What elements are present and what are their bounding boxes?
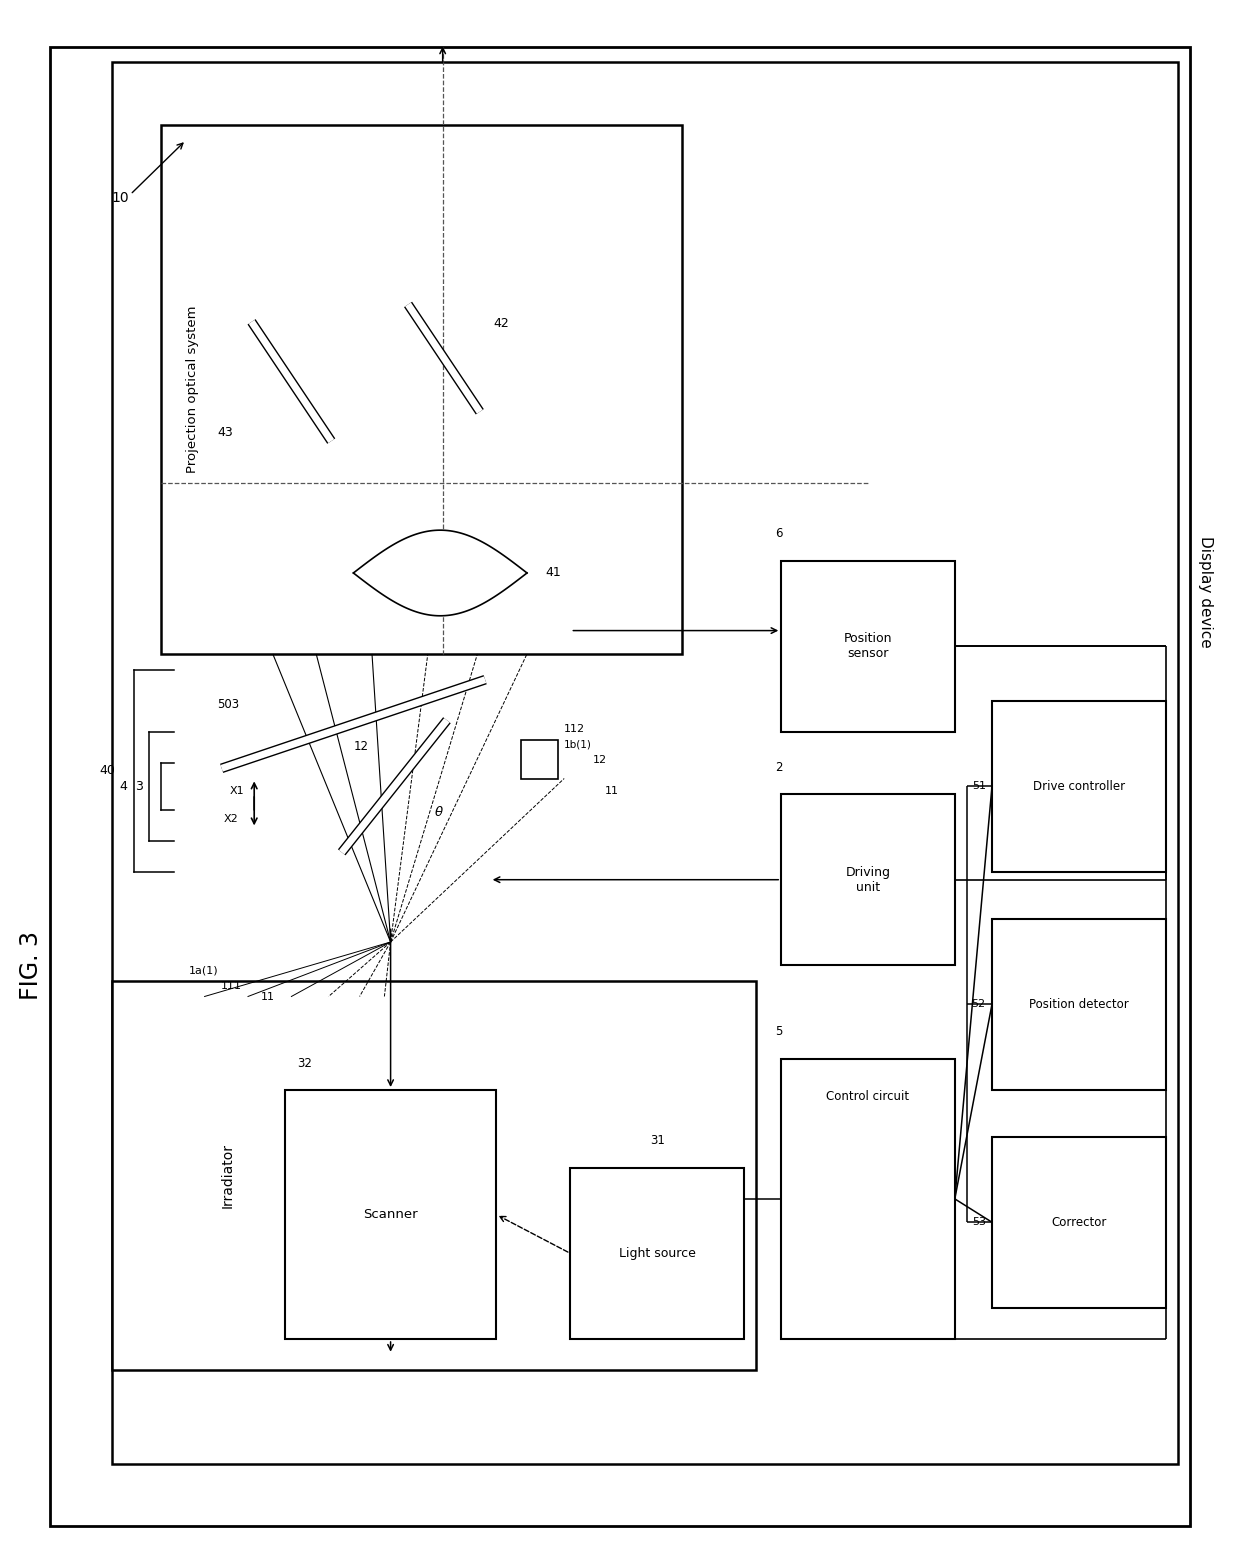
Bar	[992, 919, 1166, 1090]
Text: Control circuit: Control circuit	[826, 1090, 910, 1102]
Bar	[781, 561, 955, 732]
Text: 53: 53	[972, 1218, 986, 1227]
Bar	[781, 794, 955, 965]
Text: 52: 52	[972, 1000, 986, 1009]
Bar	[112, 981, 756, 1370]
Text: Scanner: Scanner	[363, 1208, 418, 1221]
Text: 1b(1): 1b(1)	[564, 740, 591, 749]
Text: X2: X2	[223, 814, 238, 824]
Bar	[521, 740, 558, 778]
Text: 11: 11	[605, 786, 619, 796]
Text: 42: 42	[494, 318, 510, 330]
Text: 3: 3	[135, 780, 143, 793]
Text: Drive controller: Drive controller	[1033, 780, 1125, 793]
Bar	[992, 1137, 1166, 1308]
Text: 32: 32	[298, 1057, 312, 1070]
Text: 11: 11	[260, 992, 274, 1001]
Text: X1: X1	[229, 786, 244, 796]
Bar	[112, 62, 1178, 1464]
Text: 51: 51	[972, 782, 986, 791]
Text: 43: 43	[217, 427, 233, 439]
Text: 31: 31	[650, 1135, 665, 1148]
Bar	[992, 701, 1166, 872]
Text: 12: 12	[593, 755, 606, 764]
Text: Display device: Display device	[1198, 536, 1213, 648]
Text: Corrector: Corrector	[1052, 1216, 1106, 1228]
Text: 10: 10	[112, 192, 129, 206]
Text: 111: 111	[221, 981, 242, 990]
Text: Position
sensor: Position sensor	[843, 632, 893, 660]
Text: 112: 112	[564, 724, 585, 733]
Bar	[781, 1059, 955, 1339]
Bar	[161, 125, 682, 654]
Text: 503: 503	[217, 699, 239, 712]
Text: Irradiator: Irradiator	[221, 1143, 234, 1208]
Text: Position detector: Position detector	[1029, 998, 1128, 1010]
Text: $\theta$: $\theta$	[434, 805, 444, 819]
Text: 12: 12	[353, 741, 368, 754]
Text: 2: 2	[775, 761, 782, 774]
Text: Light source: Light source	[619, 1247, 696, 1260]
Text: 40: 40	[99, 764, 115, 777]
Text: 1a(1): 1a(1)	[188, 965, 218, 975]
Text: Driving
unit: Driving unit	[846, 866, 890, 894]
Text: 41: 41	[546, 567, 562, 579]
Text: 6: 6	[775, 528, 782, 540]
Bar	[285, 1090, 496, 1339]
Text: 4: 4	[120, 780, 128, 793]
Text: FIG. 3: FIG. 3	[19, 931, 43, 1000]
Text: 5: 5	[775, 1026, 782, 1039]
Bar	[570, 1168, 744, 1339]
Text: Projection optical system: Projection optical system	[186, 305, 198, 473]
